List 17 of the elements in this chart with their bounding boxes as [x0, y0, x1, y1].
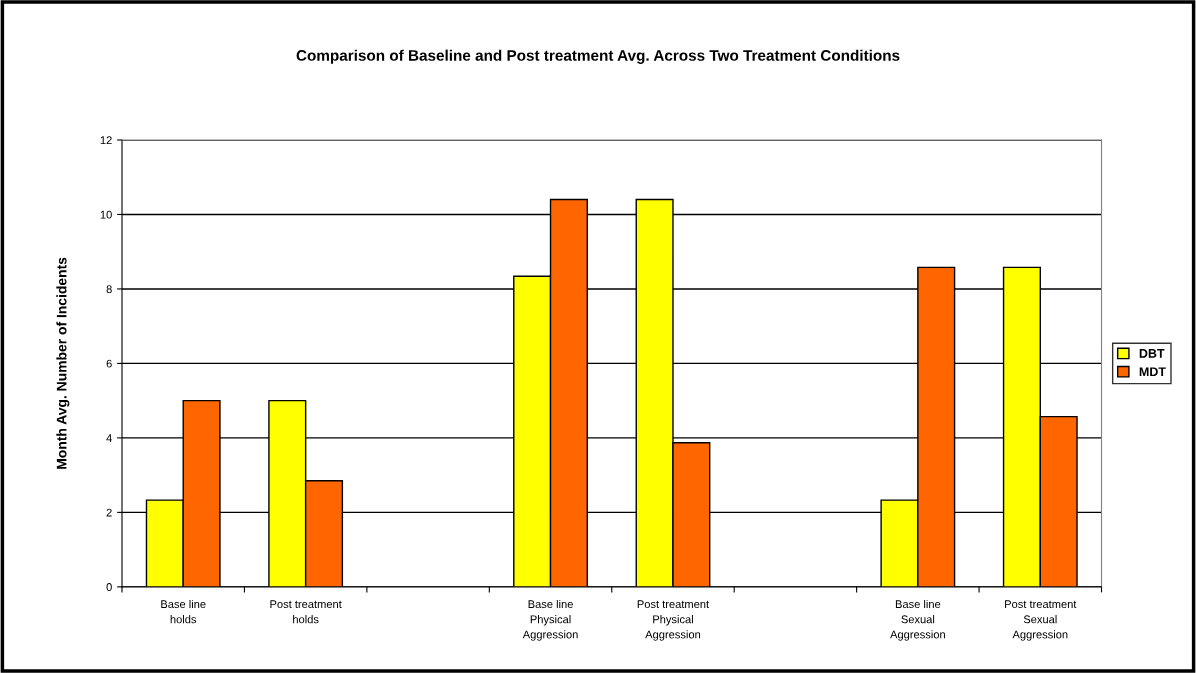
legend-label: DBT: [1139, 349, 1165, 358]
x-tick-label: Base line Physical Aggression: [522, 599, 578, 641]
y-tick-label: 10: [100, 210, 112, 219]
legend-label: MDT: [1139, 367, 1166, 377]
x-tick-label: Base line holds: [161, 599, 206, 624]
y-tick-label: 4: [106, 434, 112, 442]
y-tick-label: 8: [106, 285, 112, 294]
y-tick-label: 0: [106, 583, 112, 591]
y-tick-label: 6: [106, 359, 112, 368]
y-axis-title: Month Avg. Number of Incidents: [56, 257, 70, 469]
x-tick-label: Post treatment Sexual Aggression: [1005, 600, 1077, 641]
y-tick-label: 12: [100, 136, 112, 145]
x-tick-label: Base line Sexual Aggression: [890, 599, 945, 641]
chart-title: Comparison of Baseline and Post treatment Avg. Across Two Treatment Conditions: [296, 49, 900, 64]
y-tick-label: 2: [106, 508, 112, 517]
x-tick-label: Post treatment holds: [270, 600, 342, 624]
x-tick-label: Post treatment Physical Aggression: [637, 600, 710, 641]
